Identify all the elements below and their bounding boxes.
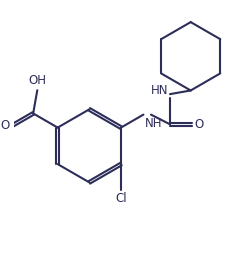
Text: OH: OH <box>28 74 46 87</box>
Text: HN: HN <box>151 84 168 97</box>
Text: Cl: Cl <box>115 192 126 205</box>
Text: O: O <box>194 118 203 131</box>
Text: NH: NH <box>144 117 162 130</box>
Text: O: O <box>1 119 10 132</box>
